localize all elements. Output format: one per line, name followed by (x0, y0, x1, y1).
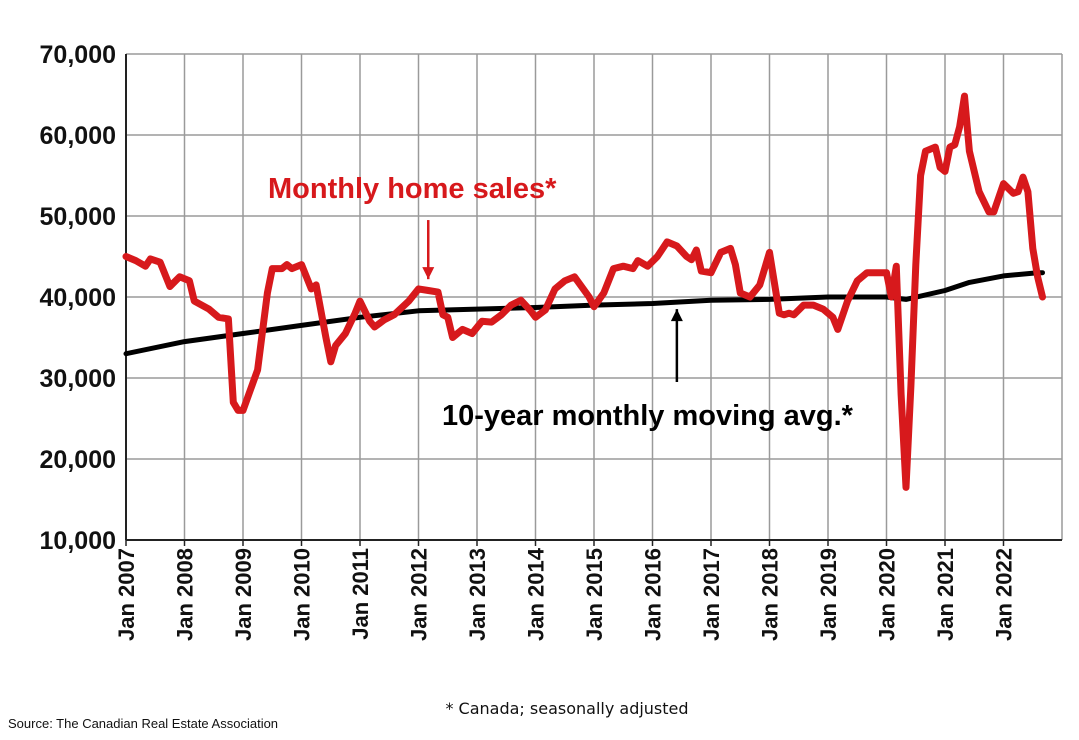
x-tick-label: Jan 2007 (114, 548, 139, 641)
x-tick-label: Jan 2021 (933, 548, 958, 641)
x-tick-label: Jan 2016 (641, 548, 666, 641)
x-tick-label: Jan 2020 (875, 548, 900, 641)
x-tick-label: Jan 2009 (231, 548, 256, 641)
x-tick-label: Jan 2017 (699, 548, 724, 641)
x-tick-label: Jan 2018 (758, 548, 783, 641)
source-note: Source: The Canadian Real Estate Associa… (8, 716, 278, 731)
y-tick-label: 10,000 (40, 527, 116, 555)
x-tick-label: Jan 2014 (524, 547, 549, 641)
y-tick-label: 70,000 (40, 41, 116, 69)
chart-series (122, 92, 1046, 491)
x-axis-ticks: Jan 2007 Jan 2008 Jan 2009 Jan 2010 Jan 2011… (114, 540, 1017, 641)
annotation-monthly-sales: Monthly home sales* (268, 173, 557, 205)
y-tick-label: 20,000 (40, 446, 116, 474)
x-tick-label: Jan 2022 (992, 548, 1017, 641)
y-axis-ticks: 10,000 20,000 30,000 40,000 50,000 60,000 70,0… (40, 41, 116, 555)
x-tick-label: Jan 2010 (290, 548, 315, 641)
x-tick-label: Jan 2008 (173, 548, 198, 641)
y-tick-label: 30,000 (40, 365, 116, 393)
x-tick-label: Jan 2012 (407, 548, 432, 641)
footnote: * Canada; seasonally adjusted (445, 699, 688, 718)
y-tick-label: 60,000 (40, 122, 116, 150)
x-tick-label: Jan 2015 (582, 548, 607, 641)
x-tick-label: Jan 2019 (816, 548, 841, 641)
annotation-moving-avg: 10-year monthly moving avg.* (442, 400, 854, 432)
y-tick-label: 40,000 (40, 284, 116, 312)
chart-annotations: Monthly home sales* 10-year monthly movi… (268, 173, 854, 432)
x-tick-label: Jan 2013 (465, 548, 490, 641)
x-tick-label: Jan 2011 (348, 548, 373, 640)
annotation-arrow-head (670, 309, 683, 322)
series-line-monthly-sales (122, 92, 1046, 491)
series-line-moving-avg (123, 270, 1045, 357)
annotation-arrow-head (422, 267, 435, 280)
y-tick-label: 50,000 (40, 203, 116, 231)
